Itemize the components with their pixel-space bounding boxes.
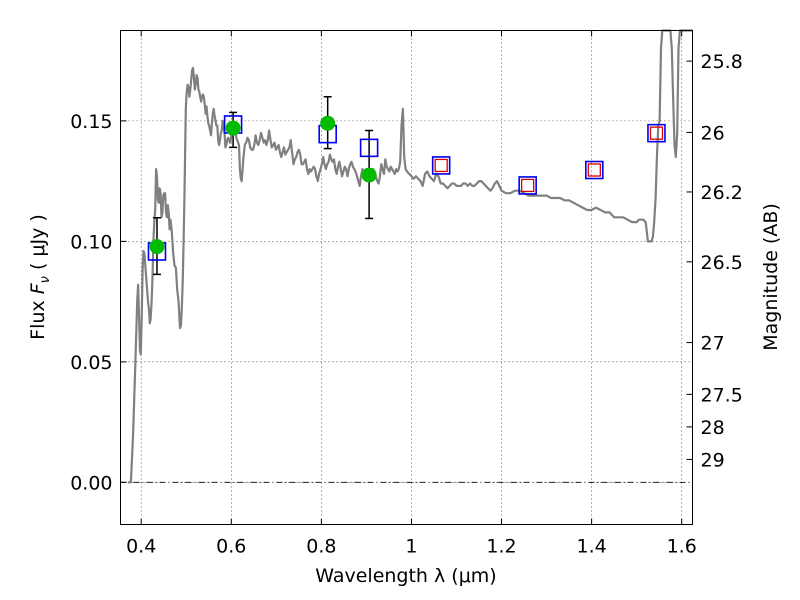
right-tick-label: 27.5 [701,384,743,406]
model-photometry-inner-box [649,126,664,140]
model-photometry-inner-box [521,178,535,193]
right-tick-label: 27 [701,333,725,355]
x-tick-label: 1.2 [486,536,516,558]
model-photometry-box [359,138,379,158]
measured-photometry-markers [149,115,377,255]
y-tick-label: 0.05 [70,352,112,374]
x-tick-label: 0.6 [216,536,246,558]
model-spectrum-line [127,29,693,484]
model-photometry-box [585,160,604,180]
y-tick-label: 0.10 [70,231,112,253]
plot-frame [120,30,693,525]
model-photometry-box [431,156,451,175]
x-tick-label: 1.6 [667,536,697,558]
measured-point [361,167,377,183]
x-tick-label: 0.8 [306,536,336,558]
right-tick-label: 25.8 [701,51,743,73]
right-tick-label: 26 [701,122,725,144]
grid [120,30,693,525]
x-tick-label: 1.4 [577,536,607,558]
y-axis-ticks: 0.00 0.05 0.10 0.15 [70,111,127,494]
right-tick-label: 26.5 [701,252,743,274]
plot-background [120,30,693,525]
model-photometry-inner-box [434,158,448,173]
model-photometry-box [518,176,537,195]
y-tick-label: 0.15 [70,111,112,133]
right-tick-label: 29 [701,449,725,471]
right-axis-ticks: 25.8 26 26.2 26.5 27 27.5 28 29 [686,51,743,471]
model-spectrum [127,29,693,484]
measured-point [320,115,336,131]
y-axis-title: Flux Fν ( μJy ) [27,214,53,340]
right-axis-title: Magnitude (AB) [760,203,782,351]
model-photometry-inner-box [587,163,601,177]
x-axis-ticks: 0.4 0.6 0.8 1 1.2 1.4 1.6 [126,30,697,558]
x-tick-label: 0.4 [126,536,156,558]
y-tick-label: 0.00 [70,472,112,494]
x-tick-label: 1 [405,536,417,558]
measured-point [149,239,165,255]
model-photometry-box [647,123,666,143]
right-tick-label: 26.2 [701,182,743,204]
measured-point [225,120,241,136]
right-tick-label: 28 [701,417,725,439]
x-axis-title: Wavelength λ (μm) [315,565,496,587]
